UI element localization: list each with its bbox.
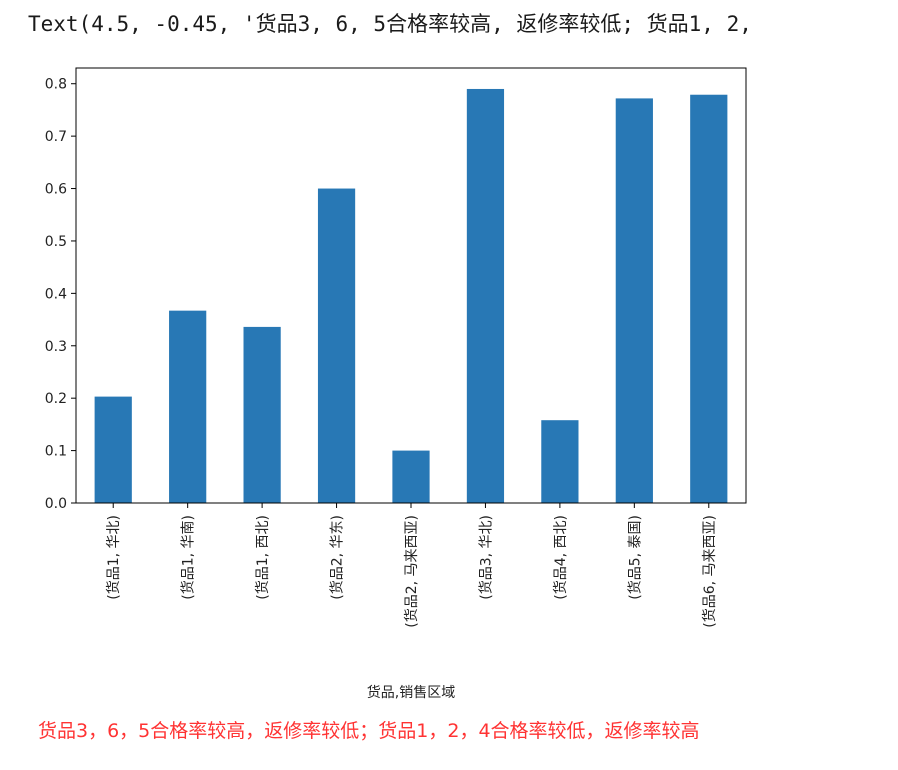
bar [615, 98, 653, 504]
y-tick-label: 0.3 [45, 339, 67, 355]
bar [392, 450, 430, 503]
bar [466, 88, 505, 503]
x-tick-label: (货品5, 泰国) [626, 515, 643, 600]
x-tick-label: (货品2, 马来西亚) [403, 515, 420, 628]
y-tick-label: 0.1 [45, 444, 67, 460]
annotation-text: 货品3，6，5合格率较高，返修率较低；货品1，2，4合格率较低，返修率较高 [38, 720, 700, 742]
x-tick-label: (货品6, 马来西亚) [701, 515, 718, 628]
bar [541, 420, 579, 503]
x-tick-label: (货品3, 华北) [477, 515, 494, 600]
y-tick-label: 0.8 [45, 77, 67, 93]
y-tick-label: 0.5 [45, 234, 67, 250]
y-tick-label: 0.4 [45, 286, 67, 302]
x-tick-label: (货品1, 华南) [180, 515, 197, 600]
cell-output-text: Text(4.5, -0.45, '货品3, 6, 5合格率较高, 返修率较低;… [28, 12, 752, 36]
bar [317, 188, 356, 503]
x-axis-label: 货品,销售区域 [367, 684, 455, 701]
x-tick-label: (货品4, 西北) [552, 515, 569, 600]
bar [243, 326, 281, 503]
y-tick-label: 0.6 [45, 182, 67, 198]
bar [169, 310, 207, 503]
y-tick-label: 0.0 [45, 496, 67, 512]
x-tick-label: (货品2, 华东) [329, 515, 346, 600]
x-tick-label: (货品1, 西北) [254, 515, 271, 600]
bar [94, 396, 132, 503]
y-tick-label: 0.2 [45, 391, 67, 407]
bar [690, 94, 728, 503]
y-tick-label: 0.7 [45, 129, 67, 145]
x-tick-label: (货品1, 华北) [105, 515, 122, 600]
